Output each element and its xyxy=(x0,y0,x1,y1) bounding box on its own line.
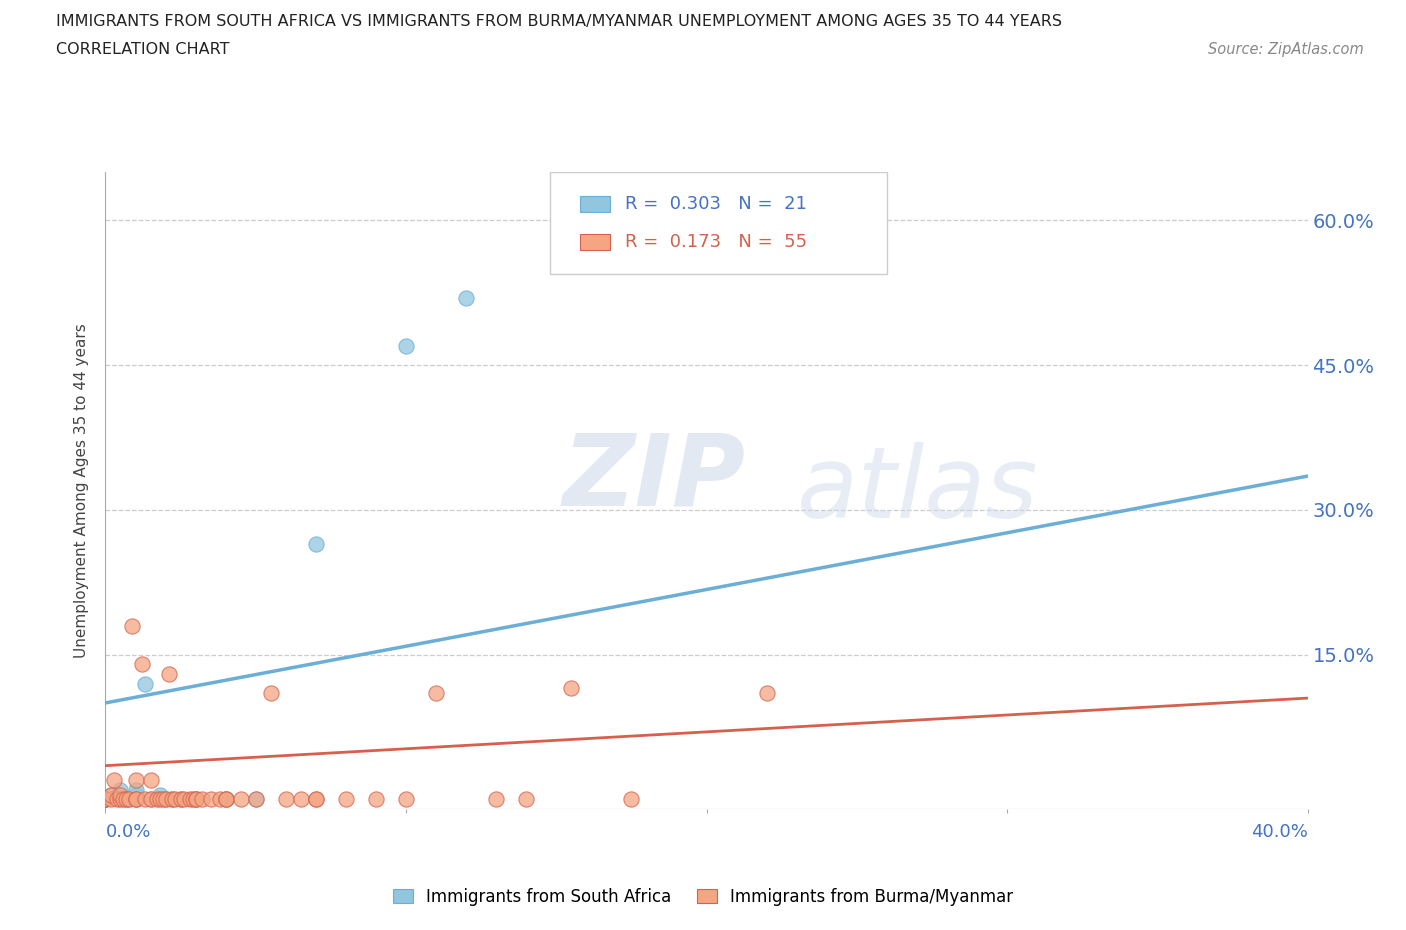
Point xyxy=(454,290,477,305)
Point xyxy=(515,792,537,807)
Point xyxy=(94,792,117,807)
Point xyxy=(364,792,387,807)
Point xyxy=(395,792,418,807)
Point xyxy=(229,792,252,807)
Point xyxy=(94,792,117,807)
Point xyxy=(260,685,283,700)
Point xyxy=(181,792,204,807)
Point xyxy=(110,792,132,807)
Text: Source: ZipAtlas.com: Source: ZipAtlas.com xyxy=(1208,42,1364,57)
Point xyxy=(190,792,212,807)
Point xyxy=(118,792,141,807)
Point xyxy=(214,792,236,807)
Point xyxy=(145,792,167,807)
Point xyxy=(395,339,418,353)
Point xyxy=(124,792,146,807)
Text: IMMIGRANTS FROM SOUTH AFRICA VS IMMIGRANTS FROM BURMA/MYANMAR UNEMPLOYMENT AMONG: IMMIGRANTS FROM SOUTH AFRICA VS IMMIGRAN… xyxy=(56,14,1063,29)
Point xyxy=(124,792,146,807)
Point xyxy=(139,792,162,807)
Point xyxy=(110,787,132,802)
Text: ZIP: ZIP xyxy=(562,430,745,526)
Point xyxy=(200,792,222,807)
Point xyxy=(208,792,231,807)
Point xyxy=(118,792,141,807)
Point xyxy=(152,792,174,807)
Point xyxy=(163,792,186,807)
Point xyxy=(214,792,236,807)
Point xyxy=(139,773,162,788)
Point xyxy=(100,787,122,802)
Point xyxy=(100,787,122,802)
Y-axis label: Unemployment Among Ages 35 to 44 years: Unemployment Among Ages 35 to 44 years xyxy=(75,324,90,658)
Point xyxy=(134,676,156,691)
Point xyxy=(131,657,153,671)
Point xyxy=(110,782,132,797)
Point xyxy=(173,792,195,807)
Point xyxy=(157,667,180,682)
Point xyxy=(94,792,117,807)
Point xyxy=(179,792,201,807)
Point xyxy=(169,792,191,807)
Point xyxy=(485,792,508,807)
Point xyxy=(425,685,447,700)
Point xyxy=(245,792,267,807)
Point xyxy=(290,792,312,807)
Bar xyxy=(581,234,610,250)
Legend: Immigrants from South Africa, Immigrants from Burma/Myanmar: Immigrants from South Africa, Immigrants… xyxy=(387,881,1019,912)
Point xyxy=(134,792,156,807)
Point xyxy=(94,792,117,807)
Text: R =  0.303   N =  21: R = 0.303 N = 21 xyxy=(624,195,807,213)
Point xyxy=(155,792,177,807)
Point xyxy=(100,792,122,807)
Point xyxy=(160,792,183,807)
Point xyxy=(274,792,297,807)
Point xyxy=(560,681,582,696)
Point xyxy=(103,773,125,788)
Point xyxy=(115,792,138,807)
Text: 0.0%: 0.0% xyxy=(105,823,150,841)
Point xyxy=(620,792,643,807)
Point xyxy=(124,787,146,802)
Point xyxy=(184,792,207,807)
Point xyxy=(214,792,236,807)
Point xyxy=(124,792,146,807)
Point xyxy=(305,792,328,807)
Point xyxy=(335,792,357,807)
Point xyxy=(148,792,170,807)
Point xyxy=(121,618,143,633)
Point xyxy=(112,792,135,807)
FancyBboxPatch shape xyxy=(550,172,887,274)
Point xyxy=(305,537,328,551)
Point xyxy=(94,792,117,807)
Point xyxy=(184,792,207,807)
Point xyxy=(107,792,129,807)
Point xyxy=(124,773,146,788)
Point xyxy=(169,792,191,807)
Bar xyxy=(581,196,610,212)
Text: 40.0%: 40.0% xyxy=(1251,823,1308,841)
Point xyxy=(305,792,328,807)
Text: CORRELATION CHART: CORRELATION CHART xyxy=(56,42,229,57)
Point xyxy=(94,792,117,807)
Point xyxy=(155,792,177,807)
Text: R =  0.173   N =  55: R = 0.173 N = 55 xyxy=(624,233,807,251)
Point xyxy=(245,792,267,807)
Point xyxy=(755,685,778,700)
Point xyxy=(148,787,170,802)
Point xyxy=(139,792,162,807)
Text: atlas: atlas xyxy=(797,442,1038,539)
Point xyxy=(184,792,207,807)
Point xyxy=(115,792,138,807)
Point xyxy=(124,782,146,797)
Point xyxy=(160,792,183,807)
